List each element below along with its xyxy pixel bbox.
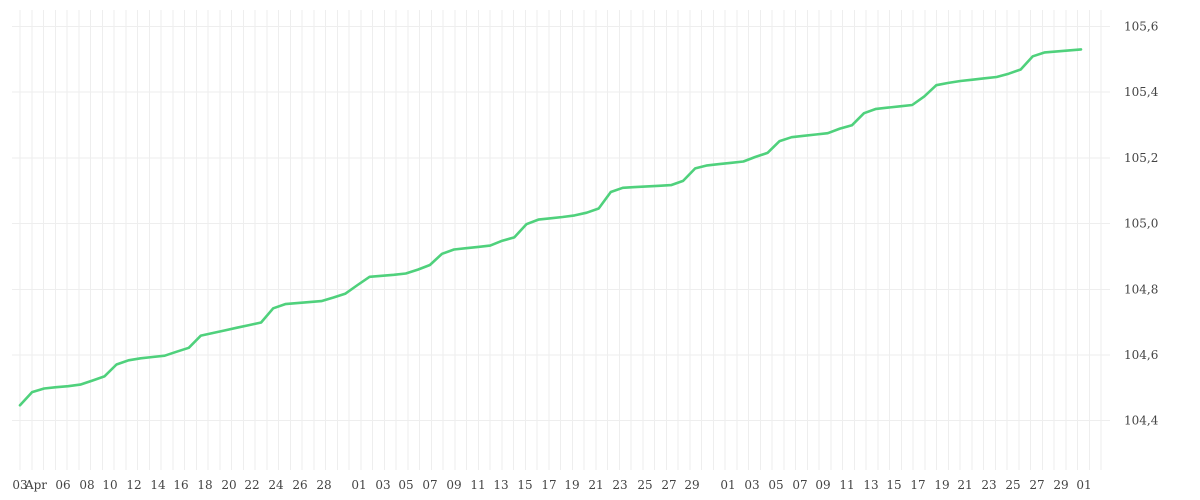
x-tick-label: 14 bbox=[150, 478, 166, 492]
y-tick-label: 104,8 bbox=[1124, 282, 1158, 296]
x-tick-label: 09 bbox=[815, 478, 830, 492]
x-tick-label: 25 bbox=[1005, 478, 1020, 492]
x-tick-label: 01 bbox=[351, 478, 366, 492]
x-tick-label: 21 bbox=[957, 478, 972, 492]
x-tick-label: 22 bbox=[244, 478, 259, 492]
x-tick-label: 18 bbox=[197, 478, 212, 492]
x-tick-label: 03 bbox=[375, 478, 390, 492]
x-tick-label: 15 bbox=[517, 478, 532, 492]
x-tick-label: 27 bbox=[661, 478, 676, 492]
x-tick-label: 13 bbox=[493, 478, 508, 492]
x-tick-label: 05 bbox=[398, 478, 413, 492]
x-tick-label: 29 bbox=[1053, 478, 1068, 492]
x-tick-label: 25 bbox=[637, 478, 652, 492]
x-tick-label: 17 bbox=[910, 478, 925, 492]
x-tick-label: Apr bbox=[24, 478, 47, 492]
x-tick-label: 26 bbox=[292, 478, 307, 492]
y-tick-label: 105,2 bbox=[1124, 151, 1158, 165]
x-tick-label: 16 bbox=[173, 478, 188, 492]
x-tick-label: 17 bbox=[541, 478, 556, 492]
y-tick-label: 105,6 bbox=[1124, 19, 1158, 33]
x-tick-label: 11 bbox=[839, 478, 854, 492]
x-tick-label: 11 bbox=[470, 478, 485, 492]
x-tick-label: 24 bbox=[268, 478, 284, 492]
x-tick-label: 29 bbox=[684, 478, 699, 492]
x-tick-label: 27 bbox=[1029, 478, 1044, 492]
x-tick-label: 05 bbox=[768, 478, 783, 492]
x-tick-label: 07 bbox=[792, 478, 807, 492]
vertical-grid bbox=[19, 10, 1102, 470]
x-tick-label: 07 bbox=[422, 478, 437, 492]
y-tick-label: 105,4 bbox=[1124, 85, 1159, 99]
y-tick-label: 105,0 bbox=[1124, 217, 1158, 231]
y-axis-labels: 104,4 104,6 104,8 105,0 105,2 105,4 105,6 bbox=[1124, 19, 1159, 427]
horizontal-grid bbox=[12, 25, 1110, 422]
x-tick-label: 06 bbox=[55, 478, 70, 492]
x-tick-label: 19 bbox=[564, 478, 579, 492]
x-tick-label: 28 bbox=[316, 478, 331, 492]
x-tick-label: 01 bbox=[1076, 478, 1091, 492]
x-tick-label: 03 bbox=[744, 478, 759, 492]
y-tick-label: 104,4 bbox=[1124, 414, 1159, 428]
x-tick-label: 01 bbox=[720, 478, 735, 492]
series-line bbox=[18, 48, 1083, 407]
x-tick-label: 20 bbox=[221, 478, 236, 492]
x-tick-label: 23 bbox=[612, 478, 627, 492]
x-tick-label: 08 bbox=[79, 478, 94, 492]
series-layer bbox=[18, 48, 1083, 407]
x-tick-label: 13 bbox=[863, 478, 878, 492]
x-tick-label: 09 bbox=[446, 478, 461, 492]
x-tick-label: 15 bbox=[886, 478, 901, 492]
x-tick-label: 23 bbox=[981, 478, 996, 492]
x-tick-label: 10 bbox=[102, 478, 117, 492]
x-tick-label: 03 bbox=[12, 478, 27, 492]
x-tick-label: 19 bbox=[934, 478, 949, 492]
y-tick-label: 104,6 bbox=[1124, 348, 1158, 362]
x-tick-label: 12 bbox=[126, 478, 141, 492]
x-tick-label: 21 bbox=[588, 478, 603, 492]
